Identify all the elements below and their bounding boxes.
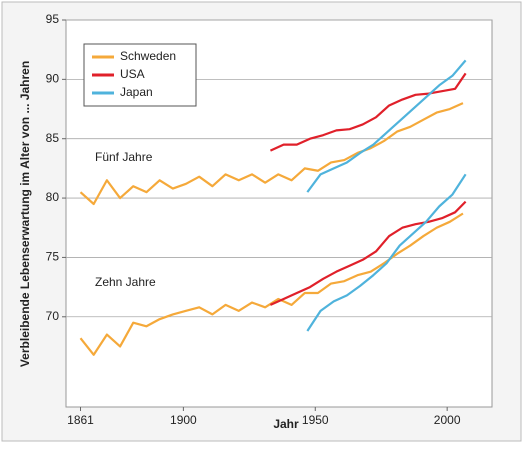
y-tick-label: 70	[46, 309, 60, 323]
line	[269, 200, 467, 306]
y-tick-label: 85	[46, 131, 60, 145]
x-tick-label: 1950	[302, 413, 329, 427]
y-tick-label: 90	[46, 72, 60, 86]
line	[306, 173, 467, 332]
group-label: Zehn Jahre	[95, 275, 156, 289]
y-tick-label: 75	[46, 250, 60, 264]
legend-label: USA	[120, 67, 145, 81]
x-axis-title: Jahr	[273, 417, 299, 431]
x-tick-label: 2000	[434, 413, 461, 427]
line	[306, 59, 467, 193]
legend-label: Schweden	[120, 49, 176, 63]
line	[269, 72, 467, 152]
line	[79, 102, 464, 206]
y-tick-label: 80	[46, 190, 60, 204]
x-tick-label: 1861	[67, 413, 94, 427]
legend-label: Japan	[120, 85, 153, 99]
y-axis-title: Verbleibende Lebenserwartung im Alter vo…	[18, 61, 32, 367]
y-tick-label: 95	[46, 12, 60, 26]
group-label: Fünf Jahre	[95, 150, 153, 164]
x-tick-label: 1900	[170, 413, 197, 427]
